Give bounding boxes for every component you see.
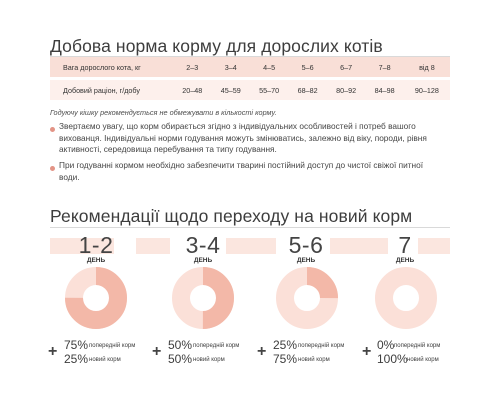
ration-label: Добовий раціон, г/добу — [50, 77, 173, 100]
new-food-label: новий корм — [407, 357, 439, 363]
ration-cell: 55–70 — [249, 77, 289, 100]
feeding-norm-table: Вага дорослого кота, кг 2–3 3–4 4–5 5–6 … — [50, 57, 450, 100]
stage-donut — [276, 267, 338, 329]
new-food-percent: 100% — [377, 352, 408, 366]
plus-icon: + — [152, 343, 162, 360]
new-food-label: новий корм — [193, 357, 225, 363]
new-food-segment — [375, 267, 437, 329]
plus-icon: + — [257, 343, 267, 360]
table-row-ration: Добовий раціон, г/добу 20–48 45–59 55–70… — [50, 77, 450, 100]
weight-label: Вага дорослого кота, кг — [50, 57, 173, 79]
title-divider — [50, 56, 450, 57]
plus-icon: + — [48, 343, 58, 360]
bullet-icon — [50, 166, 55, 171]
stage-day-label: ДЕНЬ — [193, 257, 213, 264]
stage-band — [418, 238, 450, 254]
stage-donut — [375, 267, 437, 329]
stage-donut — [65, 267, 127, 329]
weight-cell: 2–3 — [173, 57, 212, 79]
bullet-individual-needs: Звертаємо увагу, що корм обирається згід… — [59, 121, 427, 154]
nursing-cat-note: Годуючу кішку рекомендується не обмежува… — [50, 108, 277, 117]
transition-title: Рекомендації щодо переходу на новий корм — [50, 206, 413, 226]
stage-days: 1-2 — [78, 232, 114, 258]
ration-cell: 90–128 — [403, 77, 450, 100]
title-divider — [50, 227, 450, 228]
previous-food-percent: 0% — [377, 338, 395, 352]
stage-days: 3-4 — [185, 232, 221, 258]
ration-cell: 84–98 — [365, 77, 404, 100]
stage-band — [330, 238, 388, 254]
previous-food-label: попередній корм — [298, 343, 345, 349]
weight-cell: 3–4 — [211, 57, 250, 79]
new-food-percent: 75% — [273, 352, 298, 366]
previous-food-label: попередній корм — [193, 343, 240, 349]
ration-cell: 45–59 — [211, 77, 250, 100]
weight-cell: 5–6 — [288, 57, 327, 79]
weight-cell: 7–8 — [365, 57, 404, 79]
stage-days: 7 — [398, 232, 412, 258]
previous-food-percent: 50% — [168, 338, 193, 352]
previous-food-label: попередній корм — [394, 343, 441, 349]
previous-food-segment — [65, 267, 127, 329]
new-food-percent: 25% — [64, 352, 89, 366]
ration-cell: 68–82 — [288, 77, 327, 100]
stage-donut — [172, 267, 234, 329]
new-food-label: новий корм — [298, 357, 330, 363]
weight-cell: 4–5 — [249, 57, 289, 79]
bullet-icon — [50, 127, 55, 132]
bullet-water-access: При годуванні кормом необхідно забезпечи… — [59, 160, 424, 182]
ration-cell: 20–48 — [173, 77, 212, 100]
plus-icon: + — [362, 343, 372, 360]
table-row-weight: Вага дорослого кота, кг 2–3 3–4 4–5 5–6 … — [50, 57, 450, 79]
previous-food-segment — [172, 267, 234, 329]
previous-food-percent: 75% — [64, 338, 89, 352]
previous-food-label: попередній корм — [89, 343, 136, 349]
stage-days: 5-6 — [288, 232, 324, 258]
stage-band — [50, 238, 114, 254]
previous-food-segment — [276, 267, 338, 329]
stage-day-label: ДЕНЬ — [395, 257, 415, 264]
daily-norm-title: Добова норма корму для дорослих котів — [50, 36, 383, 56]
stage-band — [226, 238, 276, 254]
stage-band — [136, 238, 170, 254]
new-food-label: новий корм — [89, 357, 121, 363]
ration-cell: 80–92 — [326, 77, 366, 100]
new-food-percent: 50% — [168, 352, 193, 366]
weight-cell: від 8 — [403, 57, 450, 79]
previous-food-percent: 25% — [273, 338, 298, 352]
stage-day-label: ДЕНЬ — [296, 257, 316, 264]
stage-day-label: ДЕНЬ — [86, 257, 106, 264]
weight-cell: 6–7 — [326, 57, 366, 79]
